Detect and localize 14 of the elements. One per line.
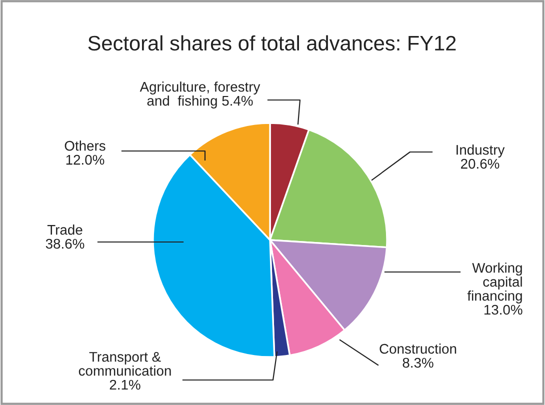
data-label: 2.1% (110, 380, 140, 390)
data-label: 12.0% (66, 154, 104, 165)
data-label: 8.3% (402, 358, 434, 368)
data-label: 38.6% (46, 238, 84, 249)
data-label: 13.0% (484, 304, 522, 315)
slice-label: Agriculture, forestry and fishing 5.4% (140, 82, 260, 108)
slice-label: Construction (380, 344, 456, 354)
chart-title: Sectoral shares of total advances: FY12 (88, 35, 456, 51)
slice-label: Others (64, 140, 106, 151)
slice-label: Transport & communication (78, 352, 171, 376)
slice-label: Industry (456, 144, 505, 158)
slice-label: Trade (47, 224, 82, 235)
slice-label: Working capital financing (467, 262, 522, 304)
data-label: 20.6% (461, 158, 500, 169)
